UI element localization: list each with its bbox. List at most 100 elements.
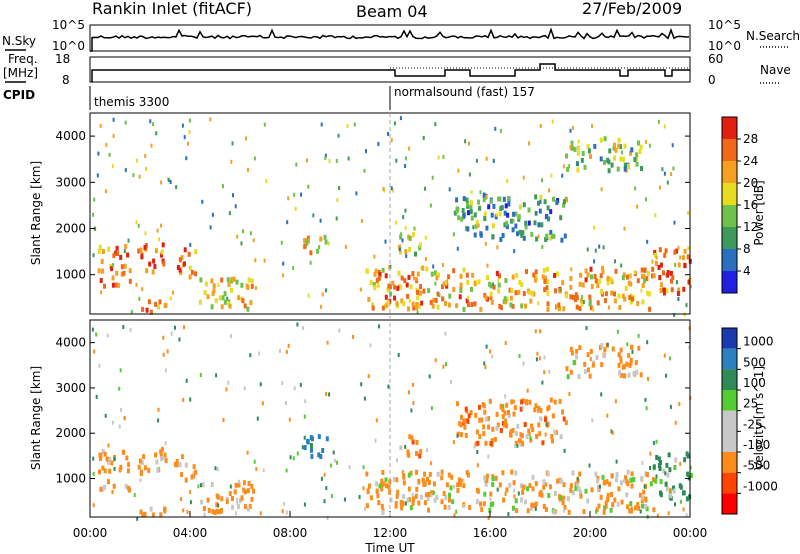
data-cell: [482, 501, 486, 507]
data-cell: [617, 362, 621, 368]
data-cell: [548, 188, 551, 193]
data-cell: [491, 481, 495, 487]
data-cell: [680, 499, 683, 504]
data-cell: [457, 168, 460, 173]
data-cell: [459, 282, 463, 288]
data-cell: [611, 346, 615, 352]
data-cell: [665, 462, 669, 468]
data-cell: [583, 361, 587, 367]
data-cell: [119, 464, 123, 470]
colorbar-swatch: [722, 431, 737, 452]
data-cell: [457, 477, 461, 483]
data-cell: [676, 291, 680, 297]
data-cell: [448, 293, 452, 299]
data-cell: [645, 139, 648, 144]
data-cell: [530, 290, 534, 296]
data-cell: [365, 149, 367, 154]
data-cell: [408, 298, 411, 303]
data-cell: [335, 216, 338, 221]
data-cell: [673, 313, 676, 318]
data-cell: [190, 269, 194, 275]
data-cell: [162, 456, 165, 461]
data-cell: [578, 306, 582, 312]
data-cell: [194, 469, 198, 475]
data-cell: [182, 397, 185, 402]
data-cell: [479, 190, 482, 195]
data-cell: [143, 465, 147, 471]
data-cell: [164, 302, 168, 308]
data-cell: [228, 211, 231, 216]
data-cell: [520, 232, 524, 238]
freq-panel: Freq. [MHz] 18 8 60 0 Nave: [3, 52, 791, 87]
data-cell: [348, 465, 351, 470]
data-cell: [468, 505, 472, 510]
data-cell: [432, 490, 435, 495]
data-cell: [142, 454, 146, 460]
data-cell: [503, 410, 507, 416]
colorbar-swatch: [722, 271, 737, 293]
nsky-right-bottom-tick: 10^0: [708, 39, 741, 53]
data-cell: [365, 503, 369, 509]
data-cell: [362, 486, 365, 491]
data-cell: [585, 326, 588, 331]
data-cell: [553, 491, 557, 496]
data-cell: [447, 472, 451, 478]
data-cell: [606, 342, 609, 347]
data-cell: [570, 140, 574, 146]
data-cell: [456, 488, 460, 493]
data-cell: [628, 295, 632, 301]
data-cell: [215, 493, 219, 499]
data-cell: [574, 485, 578, 491]
colorbar-frame: [721, 327, 738, 515]
data-cell: [234, 511, 237, 516]
data-cell: [574, 292, 578, 298]
data-cell: [562, 482, 566, 488]
data-cell: [682, 490, 685, 496]
data-cell: [678, 402, 681, 407]
data-cell: [365, 268, 369, 274]
data-cell: [422, 288, 426, 294]
data-cell: [514, 290, 518, 296]
data-cell: [170, 331, 173, 336]
data-cell: [619, 156, 623, 162]
data-cell: [111, 420, 114, 425]
data-cell: [470, 190, 473, 195]
data-cell: [119, 368, 122, 373]
data-cell: [528, 399, 532, 405]
data-cell: [627, 164, 630, 170]
data-cell: [641, 495, 645, 501]
data-cell: [140, 469, 143, 475]
data-cell: [429, 203, 432, 208]
data-cell: [483, 216, 487, 222]
data-cell: [613, 298, 617, 304]
data-cell: [426, 476, 429, 482]
data-cell: [432, 297, 436, 303]
data-cell: [154, 452, 157, 458]
data-cell: [627, 372, 631, 378]
data-cell: [672, 485, 675, 491]
data-cell: [152, 258, 156, 264]
data-cell: [677, 262, 681, 268]
data-cell: [497, 278, 500, 283]
data-cell: [188, 274, 192, 280]
data-cell: [466, 279, 470, 285]
data-cell: [492, 223, 495, 229]
data-cell: [623, 166, 627, 172]
data-cell: [498, 482, 502, 488]
data-cell: [99, 456, 103, 461]
data-cell: [98, 469, 101, 475]
data-cell: [479, 501, 483, 507]
data-cell: [671, 143, 674, 148]
data-cell: [303, 238, 307, 244]
data-cell: [319, 454, 323, 459]
data-cell: [456, 433, 459, 438]
data-cell: [127, 238, 130, 243]
data-cell: [517, 491, 520, 496]
data-cell: [468, 172, 471, 177]
data-cell: [150, 143, 153, 148]
data-cell: [509, 302, 513, 308]
data-cell: [526, 388, 529, 393]
data-cell: [402, 301, 406, 307]
data-cell: [539, 408, 543, 413]
